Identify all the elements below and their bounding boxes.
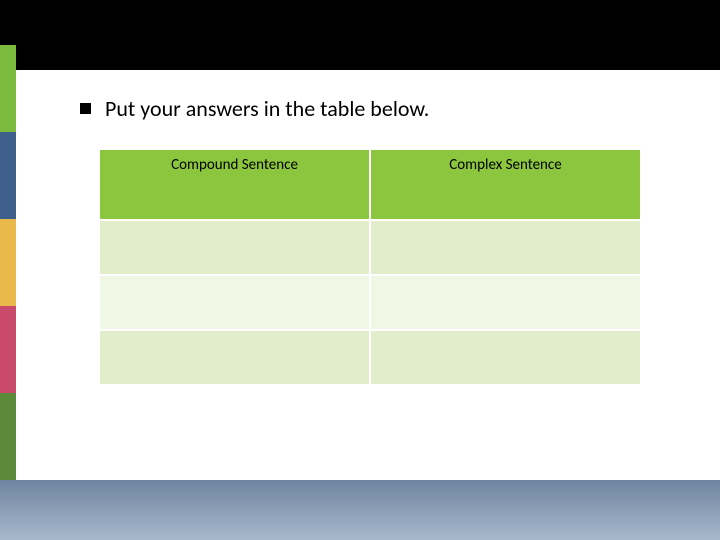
answers-table: Compound Sentence Complex Sentence: [100, 150, 640, 386]
bullet-marker-icon: [80, 103, 91, 114]
bullet-text: Put your answers in the table below.: [105, 95, 429, 122]
table-cell[interactable]: [370, 220, 640, 275]
stripe: [0, 45, 16, 132]
table-header-row: Compound Sentence Complex Sentence: [100, 150, 640, 220]
table-cell[interactable]: [100, 330, 370, 385]
table-row: [100, 220, 640, 275]
stripe: [0, 132, 16, 219]
col-header-compound: Compound Sentence: [100, 150, 370, 220]
col-header-complex: Complex Sentence: [370, 150, 640, 220]
content-area: Put your answers in the table below.: [80, 95, 660, 144]
table-row: [100, 330, 640, 385]
table-cell[interactable]: [370, 330, 640, 385]
table-cell[interactable]: [100, 220, 370, 275]
stripe: [0, 393, 16, 480]
stripe: [0, 219, 16, 306]
slide: Put your answers in the table below. Com…: [0, 0, 720, 540]
bullet-item: Put your answers in the table below.: [80, 95, 660, 122]
accent-stripes: [0, 45, 16, 480]
table-cell[interactable]: [370, 275, 640, 330]
table-row: [100, 275, 640, 330]
table-cell[interactable]: [100, 275, 370, 330]
stripe: [0, 306, 16, 393]
